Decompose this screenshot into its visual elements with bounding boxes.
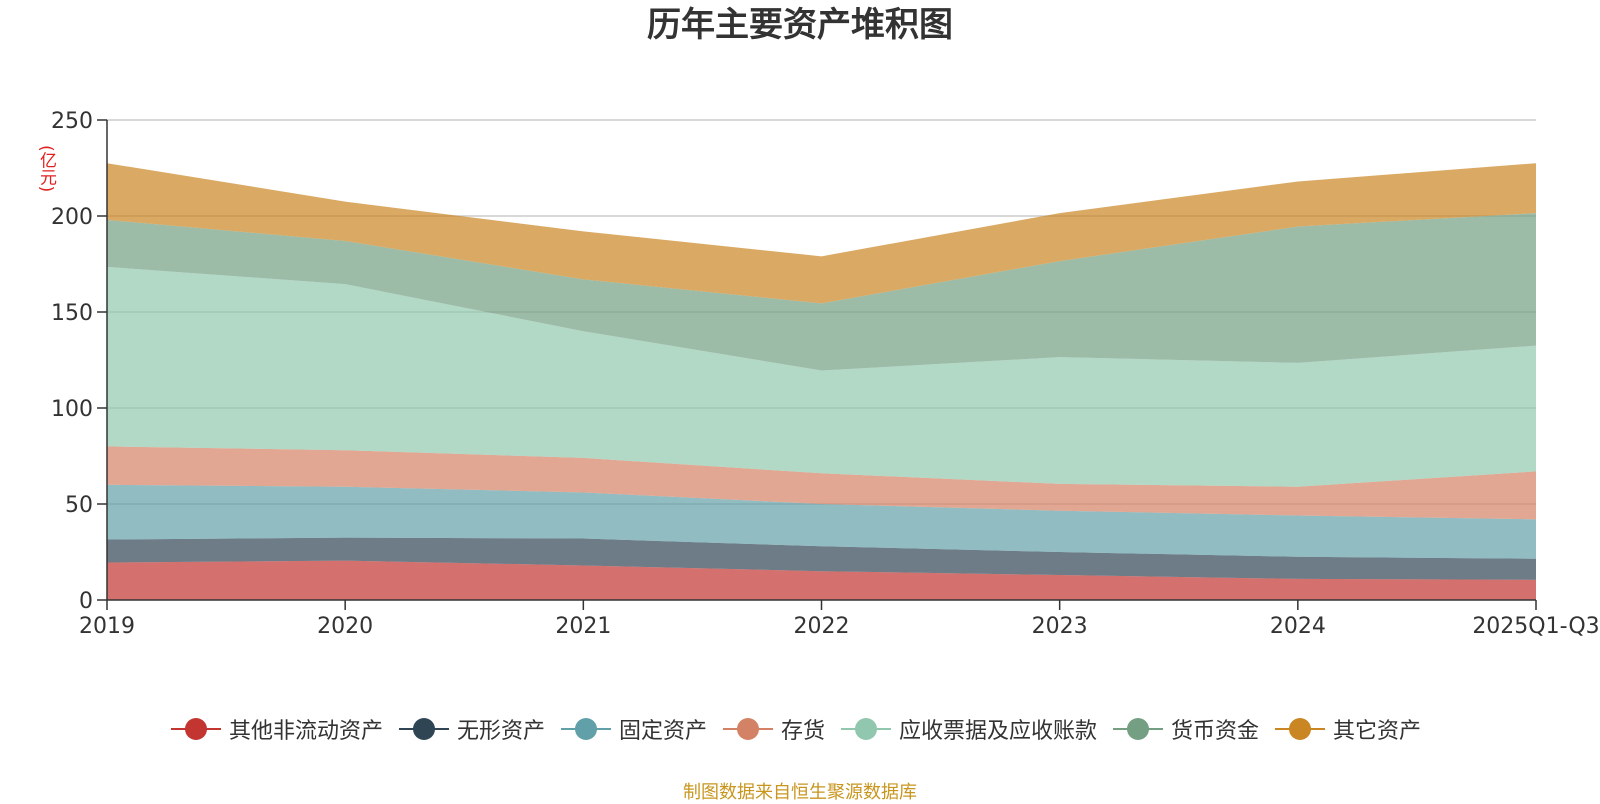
area-series <box>107 163 1536 304</box>
chart-title: 历年主要资产堆积图 <box>647 5 953 45</box>
legend-marker-icon <box>841 716 891 742</box>
area-series <box>107 213 1536 371</box>
legend-label: 存货 <box>780 719 825 744</box>
source-note: 制图数据来自恒生聚源数据库 <box>683 782 917 803</box>
legend-item[interactable]: 货币资金 <box>1113 713 1259 745</box>
legend: 其他非流动资产 无形资产 固定资产 存货 应收票据及应收账款 货币资金 其它资产 <box>0 713 1600 745</box>
legend-marker-icon <box>1113 716 1164 742</box>
y-tick-label: 150 <box>51 301 93 326</box>
legend-marker-icon <box>722 716 773 742</box>
legend-item[interactable]: 存货 <box>722 713 825 745</box>
legend-item[interactable]: 其它资产 <box>1275 713 1421 745</box>
area-series <box>107 446 1536 520</box>
area-series <box>107 266 1536 487</box>
x-tick-label: 2024 <box>1270 614 1326 639</box>
legend-item[interactable]: 应收票据及应收账款 <box>841 713 1097 745</box>
x-tick-label: 2023 <box>1032 614 1088 639</box>
legend-label: 应收票据及应收账款 <box>899 719 1098 744</box>
axes: 0 50 100 150 200 250 2019 2020 2021 2022 2023 2024 2… <box>51 109 1600 639</box>
x-tick-label: 2021 <box>555 614 611 639</box>
x-tick-label: 2019 <box>79 614 135 639</box>
x-tick-label: 2022 <box>794 614 850 639</box>
y-tick-label: 250 <box>51 109 93 134</box>
legend-marker-icon <box>1275 716 1326 742</box>
area-series <box>107 560 1536 600</box>
y-tick-label: 100 <box>51 397 93 422</box>
y-tick-label: 50 <box>65 493 93 518</box>
legend-marker-icon <box>560 716 611 742</box>
x-tick-label: 2020 <box>317 614 373 639</box>
y-tick-label: 200 <box>51 205 93 230</box>
legend-item[interactable]: 固定资产 <box>560 713 707 745</box>
legend-marker-icon <box>398 716 449 742</box>
y-axis-unit-label: (亿元) <box>36 145 56 193</box>
legend-marker-icon <box>170 716 221 742</box>
area-series <box>107 537 1536 580</box>
legend-item[interactable]: 其他非流动资产 <box>170 713 383 745</box>
legend-label: 其它资产 <box>1333 719 1422 744</box>
stacked-areas <box>107 163 1536 600</box>
legend-label: 其他非流动资产 <box>228 719 383 744</box>
legend-item[interactable]: 无形资产 <box>398 713 545 745</box>
y-tick-label: 0 <box>79 589 93 614</box>
x-tick-label: 2025Q1-Q3 <box>1472 614 1599 639</box>
legend-label: 固定资产 <box>618 719 707 744</box>
area-series <box>107 484 1536 559</box>
legend-label: 货币资金 <box>1171 719 1260 744</box>
legend-label: 无形资产 <box>456 719 545 744</box>
